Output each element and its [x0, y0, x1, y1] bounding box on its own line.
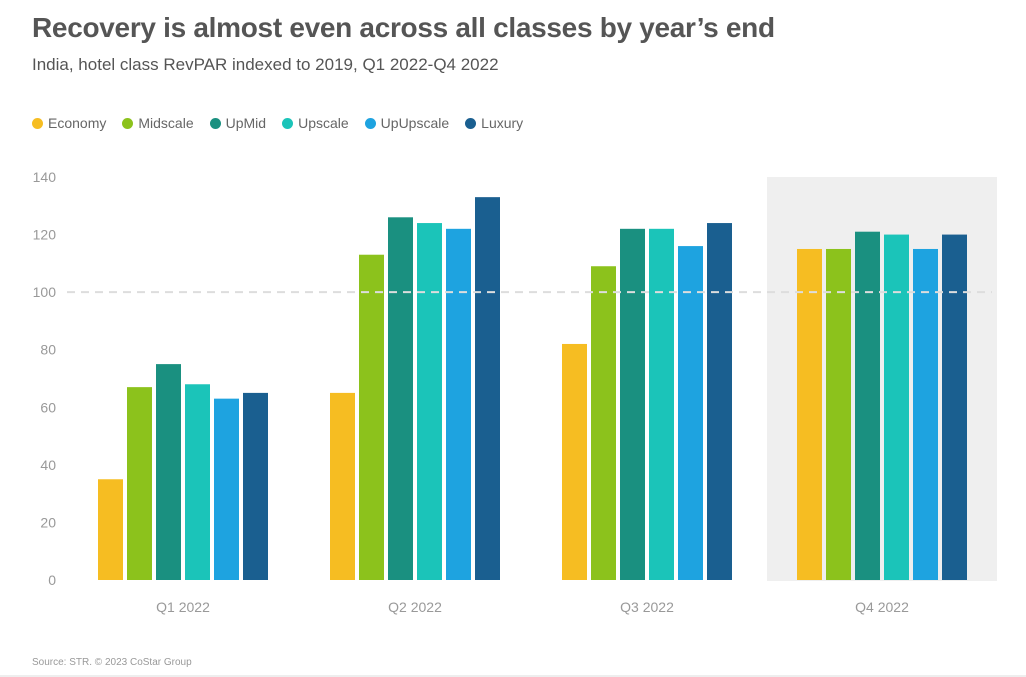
bar-luxury-q4-2022	[942, 234, 967, 581]
bar-upscale-q1-2022	[185, 384, 210, 580]
legend-item-economy: Economy	[32, 115, 106, 131]
legend-swatch	[282, 117, 294, 129]
bar-upmid-q3-2022	[620, 228, 645, 581]
bar-upmid-q4-2022	[855, 231, 880, 580]
legend-swatch	[122, 117, 134, 129]
bar-midscale-q4-2022	[826, 248, 851, 580]
x-tick-label: Q2 2022	[388, 599, 442, 615]
legend-label: Midscale	[138, 115, 194, 131]
y-tick-label: 80	[40, 342, 56, 358]
bar-luxury-q2-2022	[475, 197, 500, 580]
legend-item-midscale: Midscale	[122, 115, 194, 131]
legend-label: UpMid	[225, 115, 267, 131]
bar-economy-q4-2022	[797, 248, 822, 580]
x-tick-label: Q1 2022	[156, 599, 210, 615]
y-tick-label: 140	[33, 169, 57, 185]
y-tick-label: 40	[40, 457, 56, 473]
legend-label: UpUpscale	[380, 115, 450, 131]
bar-upupscale-q2-2022	[446, 228, 471, 581]
bar-economy-q1-2022	[98, 479, 123, 580]
legend-item-upupscale: UpUpscale	[364, 115, 450, 131]
y-tick-label: 100	[33, 284, 57, 300]
chart-title: Recovery is almost even across all class…	[32, 12, 775, 43]
chart-subtitle: India, hotel class RevPAR indexed to 201…	[32, 55, 499, 74]
legend-swatch	[209, 117, 221, 129]
bar-midscale-q2-2022	[359, 254, 384, 580]
legend-item-upscale: Upscale	[282, 115, 349, 131]
x-tick-label: Q4 2022	[855, 599, 909, 615]
bar-upupscale-q1-2022	[214, 398, 239, 580]
y-tick-label: 0	[48, 572, 56, 588]
bar-luxury-q3-2022	[707, 223, 732, 581]
legend-label: Luxury	[481, 115, 524, 131]
legend-swatch	[32, 117, 43, 129]
bar-luxury-q1-2022	[243, 392, 268, 580]
legend-swatch	[364, 117, 376, 129]
bar-chart: 0 20 40 60 80 100 120 140 Q1 2022 Q2 2022 Q3 2022 Q…	[33, 169, 997, 615]
bar-midscale-q3-2022	[591, 266, 616, 580]
footer-divider	[0, 675, 1026, 677]
bar-midscale-q1-2022	[127, 387, 152, 580]
legend-label: Upscale	[298, 115, 349, 131]
bar-economy-q2-2022	[330, 392, 355, 580]
y-tick-label: 120	[33, 227, 57, 243]
legend-item-upmid: UpMid	[209, 115, 267, 131]
source-note: Source: STR. © 2023 CoStar Group	[32, 657, 192, 668]
x-tick-label: Q3 2022	[620, 599, 674, 615]
y-tick-label: 20	[40, 514, 56, 530]
legend-label: Economy	[48, 115, 107, 131]
legend-item-luxury: Luxury	[465, 115, 523, 131]
chart-legend: Economy Midscale UpMid Upscale UpUpscale Luxu…	[32, 115, 539, 131]
legend-swatch	[465, 117, 477, 129]
bar-upupscale-q4-2022	[913, 248, 938, 580]
bar-economy-q3-2022	[562, 343, 587, 580]
bar-upmid-q2-2022	[388, 217, 413, 581]
y-tick-label: 60	[40, 399, 56, 415]
bar-upscale-q3-2022	[649, 228, 674, 581]
bar-upmid-q1-2022	[156, 364, 181, 580]
bar-upupscale-q3-2022	[678, 246, 703, 580]
bar-upscale-q2-2022	[417, 223, 442, 581]
bar-upscale-q4-2022	[884, 234, 909, 581]
